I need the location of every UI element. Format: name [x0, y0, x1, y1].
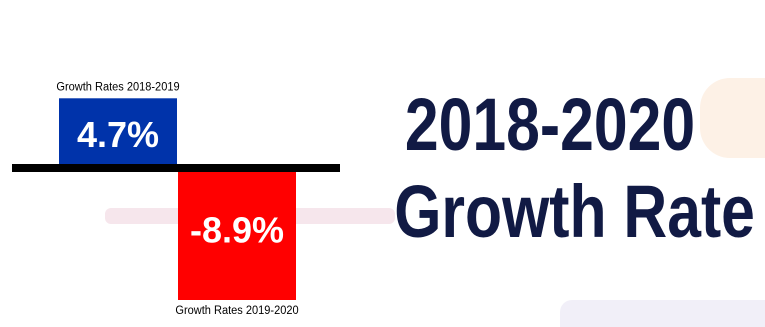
category-label-2: Growth Rates 2019-2020: [175, 305, 298, 317]
headline-line-1: 2018-2020: [404, 83, 696, 166]
headline-line-2: Growth Rate: [394, 170, 755, 253]
bar-value-label-1: 4.7%: [77, 114, 159, 155]
bar-1: [59, 98, 177, 168]
bar-2: [178, 168, 296, 300]
category-label-1: Growth Rates 2018-2019: [56, 81, 179, 93]
labels-layer: 4.7% Growth Rates 2018-2019 -8.9% Growth Ra…: [56, 81, 298, 317]
bars-layer: [59, 98, 296, 300]
background-decoration-peach: [700, 78, 765, 158]
bar-value-label-2: -8.9%: [190, 209, 284, 250]
background-decoration-lilac: [560, 300, 765, 327]
